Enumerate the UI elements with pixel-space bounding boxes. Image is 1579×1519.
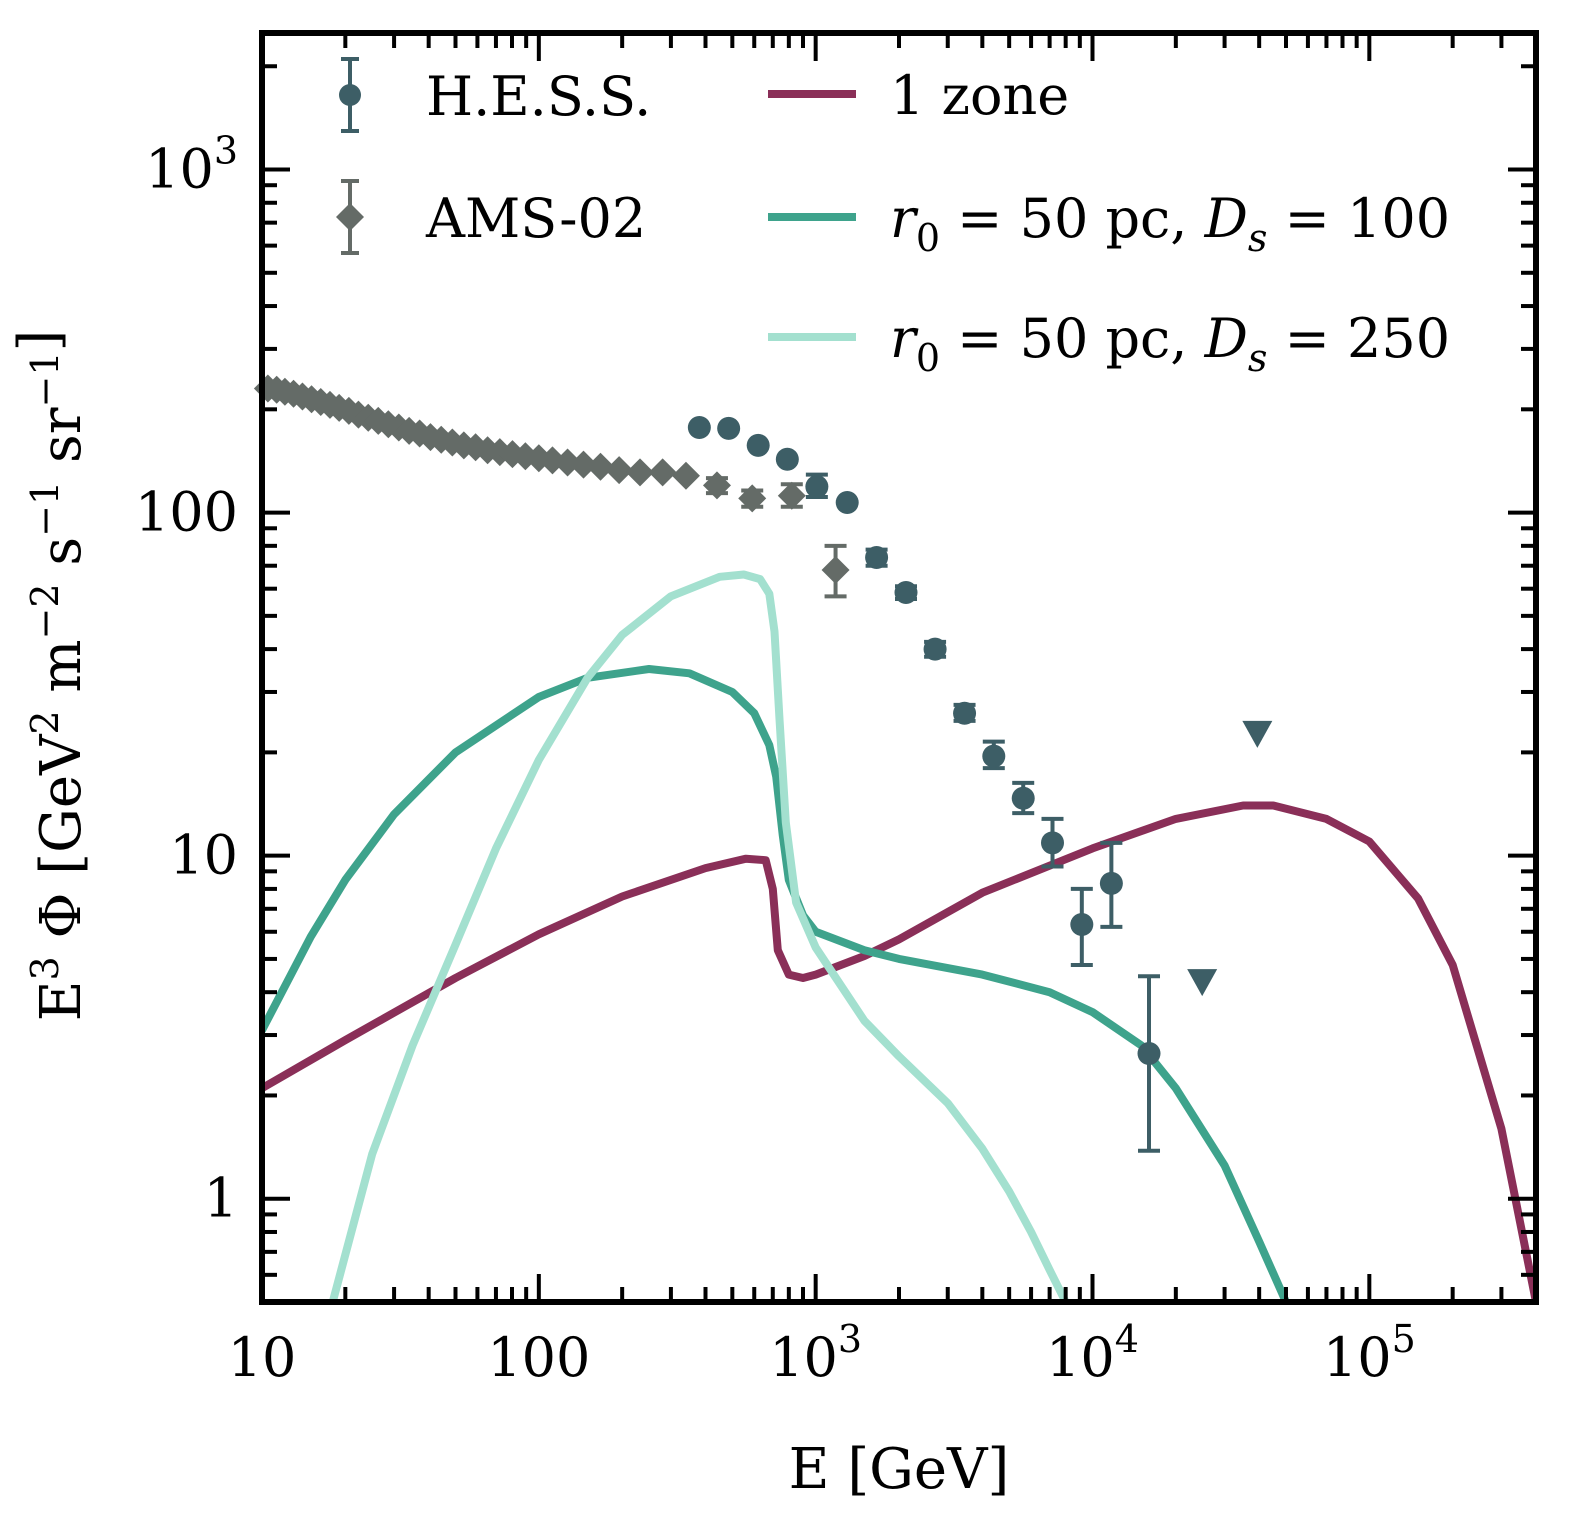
ylabel-sr-sup: −1 <box>23 351 67 407</box>
x-tick-label: 104 <box>1046 1317 1139 1389</box>
model-curves <box>262 570 1536 1302</box>
legend-label-one-zone: 1 zone <box>890 64 1069 127</box>
x-tick-label-exp: 3 <box>838 1317 862 1361</box>
hess-point <box>1011 786 1035 810</box>
hess-point <box>982 744 1006 768</box>
ams-point <box>671 461 700 490</box>
legend-item-r0-ds100: r0 = 50 pc, Ds = 100 <box>768 187 1450 260</box>
ams-point <box>702 471 731 500</box>
legend-item-r0-ds250: r0 = 50 pc, Ds = 250 <box>768 307 1450 380</box>
legend-label-r0-ds250: r0 = 50 pc, Ds = 250 <box>890 307 1450 380</box>
hess-point <box>923 637 947 661</box>
legend-item-one-zone: 1 zone <box>768 64 1069 127</box>
ams-point <box>777 481 806 510</box>
ylabel-sr: sr <box>29 407 94 463</box>
x-tick-label-base: 100 <box>487 1326 590 1389</box>
x-tick-label: 103 <box>769 1317 862 1389</box>
y-tick-label-base: 10 <box>145 138 214 201</box>
legend-label-hess: H.E.S.S. <box>426 65 651 128</box>
x-axis-label: E [GeV] <box>789 1437 1010 1502</box>
hess-point <box>865 545 889 569</box>
x-tick-label: 105 <box>1323 1317 1416 1389</box>
ylabel-e-sup: 3 <box>23 956 67 980</box>
legend-ams-marker <box>336 203 364 231</box>
legend-label-r0-ds100: r0 = 50 pc, Ds = 100 <box>890 187 1450 260</box>
hess-point <box>805 475 829 499</box>
x-tick-label-base: 10 <box>769 1326 838 1389</box>
legend-hess-marker <box>339 84 361 106</box>
y-tick-label: 103 <box>145 129 238 201</box>
plot-frame <box>259 30 1539 1305</box>
x-tick-label-exp: 5 <box>1392 1317 1416 1361</box>
hess-point <box>1099 871 1123 895</box>
curve-r0-ds100 <box>262 665 1290 1302</box>
ylabel-m: m <box>29 639 94 692</box>
x-tick-label-base: 10 <box>1323 1326 1392 1389</box>
hess-point <box>687 416 711 440</box>
ylabel-m-sup: −2 <box>23 583 67 639</box>
hess-upper-limit <box>1242 720 1273 748</box>
ylabel-s: s <box>29 537 94 566</box>
legend-item-hess: H.E.S.S. <box>339 57 651 133</box>
ams-point <box>648 458 677 487</box>
hess-point <box>717 416 741 440</box>
ams-point <box>605 456 634 485</box>
ylabel-s-sup: −1 <box>23 481 67 537</box>
legend-label-ams: AMS-02 <box>425 187 646 250</box>
ylabel-lead: E <box>29 980 94 1021</box>
legend: H.E.S.S. AMS-02 1 zone r0 = 50 pc, Ds = … <box>336 57 1450 380</box>
x-tick-label: 100 <box>487 1326 590 1389</box>
y-tick-label: 10 <box>169 824 238 887</box>
hess-point <box>1041 831 1065 855</box>
x-tick-label-exp: 4 <box>1115 1317 1139 1361</box>
ams-point <box>626 458 655 487</box>
hess-point <box>1137 1042 1161 1066</box>
curve-r0-ds250 <box>328 570 1070 1302</box>
y-tick-label-exp: 3 <box>214 129 238 173</box>
hess-upper-limit <box>1187 969 1218 997</box>
y-tick-label-base: 100 <box>135 481 238 544</box>
hess-point <box>835 491 859 515</box>
legend-item-ams: AMS-02 <box>336 179 646 255</box>
ams-point <box>485 438 514 467</box>
hess-point <box>953 701 977 725</box>
hess-point <box>894 580 918 604</box>
ams-point <box>821 556 850 585</box>
ams-point <box>569 450 598 479</box>
y-axis-label: E3 Φ [GeV2 m−2 s−1 sr−1] <box>7 330 94 1022</box>
x-tick-label: 10 <box>228 1326 297 1389</box>
x-tick-label-base: 10 <box>228 1326 297 1389</box>
hess-point <box>1070 912 1094 936</box>
y-tick-label: 100 <box>135 481 238 544</box>
data-points <box>253 374 1273 1153</box>
y-tick-label-base: 1 <box>204 1167 238 1230</box>
ams-point <box>738 484 767 513</box>
ams-point <box>586 452 615 481</box>
ylabel-gev-sup: 2 <box>23 710 67 734</box>
y-tick-label-base: 10 <box>169 824 238 887</box>
ylabel-bracket-close: ] <box>7 330 72 352</box>
hess-point <box>775 447 799 471</box>
x-tick-label-base: 10 <box>1046 1326 1115 1389</box>
ylabel-phi: Φ <box>29 893 94 939</box>
y-tick-label: 1 <box>204 1167 238 1230</box>
curve-one-zone <box>262 801 1536 1302</box>
hess-point <box>746 433 770 457</box>
ylabel-bracket-open: [GeV <box>29 733 94 875</box>
